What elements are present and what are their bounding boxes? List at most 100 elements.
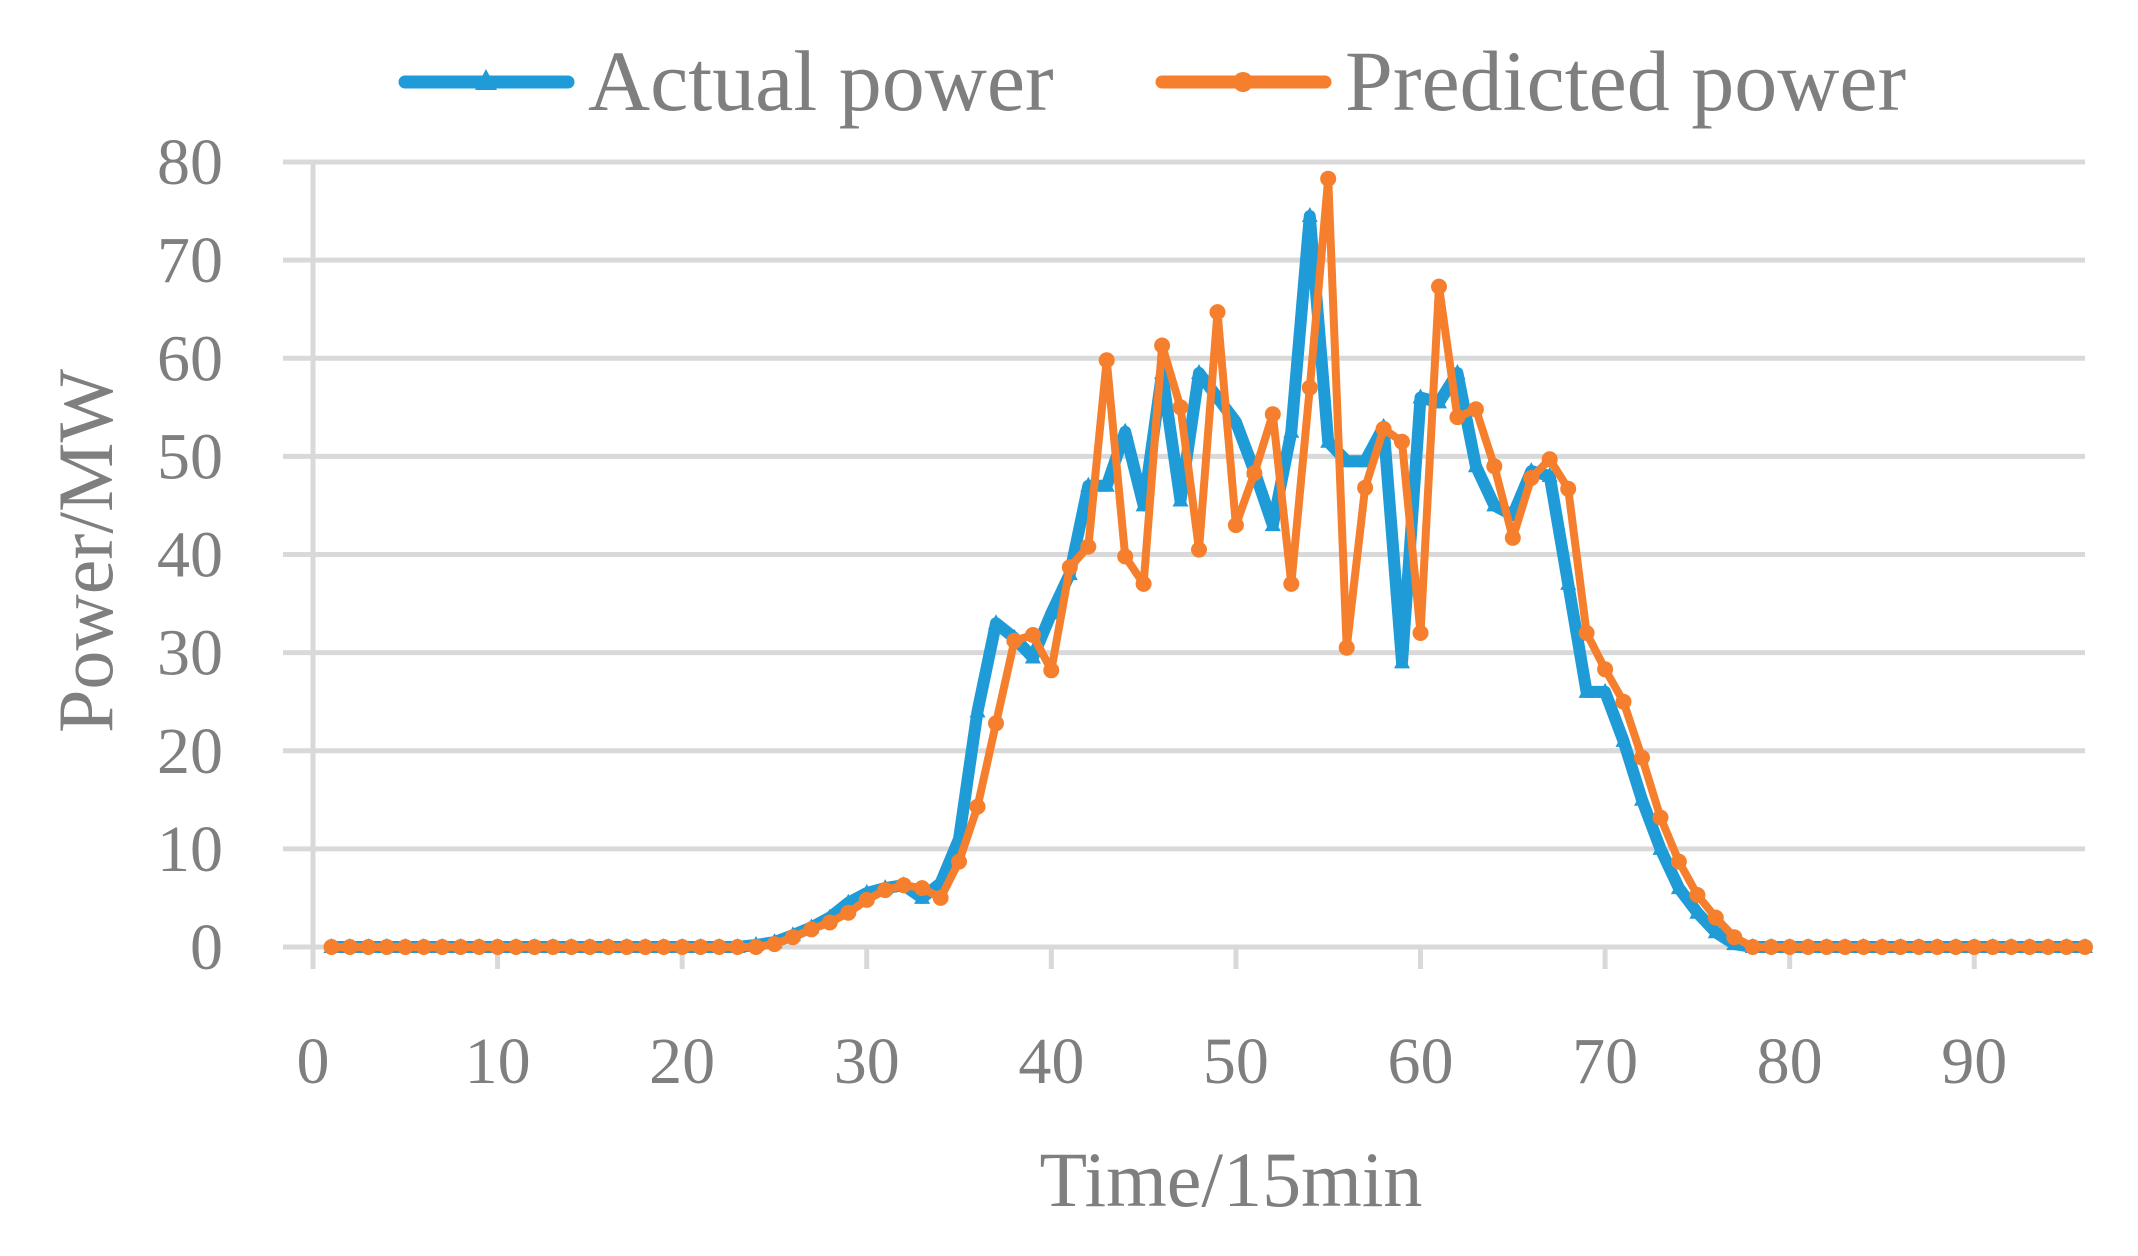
data-point-predicted-power xyxy=(323,939,340,955)
y-tick-label: 80 xyxy=(157,126,223,199)
legend-marker-actual xyxy=(475,69,497,90)
data-point-predicted-power xyxy=(1689,887,1706,903)
data-point-predicted-power xyxy=(1910,939,1927,955)
data-point-actual-power xyxy=(1634,790,1650,806)
x-tick-label: 0 xyxy=(297,1025,330,1098)
y-gridlines xyxy=(313,159,2085,852)
data-point-predicted-power xyxy=(1837,939,1853,955)
data-point-actual-power xyxy=(1117,422,1134,438)
data-point-predicted-power xyxy=(1652,809,1669,826)
x-tick-label: 10 xyxy=(465,1025,531,1098)
data-point-predicted-power xyxy=(341,939,358,955)
x-tick-label: 20 xyxy=(649,1025,715,1098)
legend-label-predicted: Predicted power xyxy=(1345,33,1906,129)
data-point-predicted-power xyxy=(1984,939,2001,955)
x-tick-label: 40 xyxy=(1018,1025,1084,1098)
data-point-predicted-power xyxy=(1172,399,1189,416)
data-point-predicted-power xyxy=(692,939,709,955)
data-point-predicted-power xyxy=(2021,939,2038,955)
data-point-predicted-power xyxy=(711,939,728,955)
data-point-predicted-power xyxy=(360,939,377,955)
x-tick-labels: 0 10 20 30 40 50 60 70 80 90 xyxy=(297,1025,2008,1098)
data-point-actual-power xyxy=(988,614,1004,630)
data-point-predicted-power xyxy=(415,939,432,955)
y-tick-label: 40 xyxy=(157,519,223,592)
data-point-predicted-power xyxy=(618,939,635,955)
data-point-predicted-power xyxy=(1117,548,1134,565)
legend-item-predicted[interactable]: Predicted power xyxy=(1155,33,1906,129)
data-point-predicted-power xyxy=(1449,409,1466,426)
data-point-predicted-power xyxy=(1394,433,1410,450)
data-point-actual-power xyxy=(1707,923,1724,939)
data-point-predicted-power xyxy=(1467,401,1484,418)
data-point-predicted-power xyxy=(2040,939,2057,955)
data-point-predicted-power xyxy=(1301,379,1318,396)
data-point-predicted-power xyxy=(988,715,1004,732)
data-point-actual-power xyxy=(914,888,931,904)
legend-marker-predicted xyxy=(1233,72,1253,92)
data-point-predicted-power xyxy=(1227,517,1244,534)
data-point-actual-power xyxy=(1578,682,1595,698)
data-point-predicted-power xyxy=(1320,170,1337,187)
x-tick-label: 30 xyxy=(834,1025,900,1098)
data-point-predicted-power xyxy=(1966,939,1983,955)
data-point-predicted-power xyxy=(877,882,894,899)
data-point-predicted-power xyxy=(1707,909,1724,926)
data-point-predicted-power xyxy=(803,921,820,938)
data-point-predicted-power xyxy=(1763,939,1780,955)
data-point-predicted-power xyxy=(1135,575,1152,592)
data-point-actual-power xyxy=(1486,496,1503,512)
data-point-actual-power xyxy=(1597,682,1614,698)
data-point-predicted-power xyxy=(1024,627,1041,643)
data-point-predicted-power xyxy=(471,939,488,955)
x-axis-title: Time/15min xyxy=(1040,1136,1423,1223)
data-point-actual-power xyxy=(1541,467,1558,482)
data-point-predicted-power xyxy=(1043,662,1060,679)
data-point-predicted-power xyxy=(821,914,838,931)
data-point-predicted-power xyxy=(637,939,654,955)
x-tick-label: 80 xyxy=(1757,1025,1823,1098)
legend-item-actual[interactable]: Actual power xyxy=(398,33,1054,129)
data-point-actual-power xyxy=(1615,731,1632,747)
data-point-predicted-power xyxy=(1080,538,1097,555)
data-point-predicted-power xyxy=(969,798,986,815)
y-tick-label: 60 xyxy=(157,322,223,395)
data-point-predicted-power xyxy=(858,891,875,908)
data-point-predicted-power xyxy=(600,939,617,955)
data-point-predicted-power xyxy=(1283,575,1300,592)
data-point-predicted-power xyxy=(1523,470,1540,486)
data-point-predicted-power xyxy=(766,936,783,953)
data-point-predicted-power xyxy=(1061,559,1078,576)
data-point-predicted-power xyxy=(1412,625,1429,641)
data-point-predicted-power xyxy=(545,939,561,955)
data-point-predicted-power xyxy=(674,939,691,955)
y-tick-label: 0 xyxy=(190,911,223,984)
data-point-actual-power xyxy=(1227,413,1244,428)
data-point-predicted-power xyxy=(1006,632,1023,649)
data-point-actual-power xyxy=(1098,476,1115,492)
data-point-predicted-power xyxy=(1191,541,1207,558)
y-tick-label: 20 xyxy=(157,715,223,788)
series-line-actual-power xyxy=(325,210,2091,953)
data-point-actual-power xyxy=(1652,839,1669,855)
data-point-predicted-power xyxy=(1892,939,1909,955)
data-point-predicted-power xyxy=(1781,939,1798,955)
data-point-predicted-power xyxy=(951,853,967,870)
data-point-predicted-power xyxy=(2003,939,2020,955)
data-point-predicted-power xyxy=(563,939,580,955)
data-point-predicted-power xyxy=(1929,939,1946,955)
data-point-predicted-power xyxy=(1504,529,1521,546)
y-tick-labels: 0 10 20 30 40 50 60 70 80 xyxy=(157,126,223,984)
data-point-predicted-power xyxy=(1726,929,1743,946)
data-point-predicted-power xyxy=(1209,304,1226,321)
y-tick-label: 70 xyxy=(157,224,223,297)
data-point-predicted-power xyxy=(434,939,451,955)
data-point-predicted-power xyxy=(1800,939,1817,955)
data-point-predicted-power xyxy=(1431,278,1447,295)
data-point-actual-power xyxy=(1043,604,1060,620)
data-point-predicted-power xyxy=(1578,625,1595,641)
x-tick-label: 90 xyxy=(1941,1025,2007,1098)
data-point-predicted-power xyxy=(1670,853,1687,870)
data-point-predicted-power xyxy=(748,939,764,955)
y-tick-label: 10 xyxy=(157,813,223,886)
